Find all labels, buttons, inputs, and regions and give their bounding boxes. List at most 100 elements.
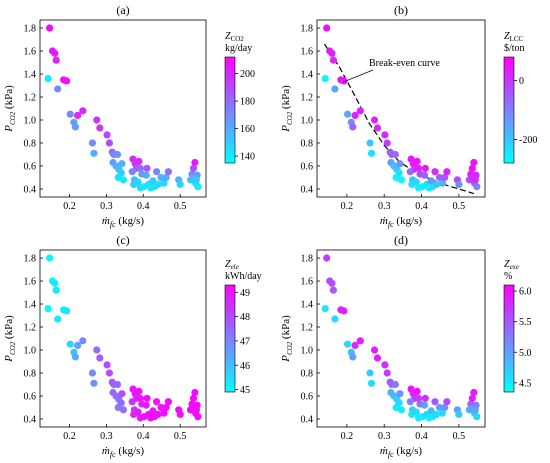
data-point bbox=[432, 410, 441, 418]
data-point bbox=[79, 107, 87, 115]
data-point bbox=[46, 24, 54, 32]
x-axis-label: ṁfc (kg/s) bbox=[102, 215, 144, 229]
y-tick-label: 1.0 bbox=[24, 115, 37, 126]
data-point bbox=[192, 406, 200, 414]
data-point bbox=[413, 157, 421, 165]
data-point bbox=[441, 403, 449, 412]
y-axis-label: PCO2 (kPa) bbox=[280, 85, 294, 133]
y-tick-label: 1.0 bbox=[301, 115, 314, 126]
data-point bbox=[63, 307, 71, 315]
data-point bbox=[162, 173, 170, 182]
data-point bbox=[328, 279, 336, 287]
data-point bbox=[414, 394, 423, 402]
data-point bbox=[66, 340, 74, 348]
y-tick-label: 0.6 bbox=[301, 161, 314, 172]
data-point bbox=[157, 173, 165, 182]
data-point bbox=[328, 49, 336, 57]
data-point bbox=[162, 403, 170, 412]
data-point bbox=[414, 164, 423, 172]
data-point bbox=[176, 410, 184, 418]
data-point bbox=[134, 408, 142, 416]
data-point bbox=[381, 131, 389, 139]
data-point bbox=[191, 388, 199, 397]
colorbar-label: ZCO2 bbox=[225, 31, 244, 43]
data-point bbox=[88, 139, 96, 147]
y-tick-label: 1.0 bbox=[24, 345, 37, 356]
data-point bbox=[135, 157, 143, 165]
data-point bbox=[349, 123, 357, 131]
colorbar-unit: $/ton bbox=[504, 43, 525, 54]
colorbar-tick-label: -200 bbox=[519, 135, 537, 146]
data-point bbox=[471, 176, 479, 184]
data-point bbox=[435, 403, 444, 412]
data-point bbox=[473, 183, 481, 191]
colorbar-tick-label: 4.5 bbox=[519, 378, 532, 389]
data-point bbox=[63, 77, 71, 85]
data-point bbox=[51, 49, 59, 57]
data-point bbox=[391, 150, 399, 159]
panel-title: (b) bbox=[394, 3, 408, 17]
data-point bbox=[366, 369, 374, 377]
data-point bbox=[438, 409, 446, 417]
y-tick-label: 1.4 bbox=[301, 300, 314, 311]
colorbar-gradient bbox=[503, 284, 515, 393]
break-even-annotation: Break-even curve bbox=[369, 58, 440, 69]
data-point bbox=[421, 164, 429, 172]
data-point bbox=[118, 160, 126, 168]
data-point bbox=[136, 394, 144, 402]
data-point bbox=[331, 85, 339, 93]
data-point bbox=[54, 85, 62, 93]
data-point bbox=[154, 180, 162, 188]
data-point bbox=[321, 305, 329, 313]
data-point bbox=[344, 110, 352, 118]
data-point bbox=[119, 406, 127, 414]
data-point bbox=[420, 171, 429, 179]
data-point bbox=[473, 413, 481, 421]
data-point bbox=[470, 158, 478, 167]
data-point bbox=[134, 178, 142, 186]
data-point bbox=[340, 77, 348, 85]
data-point bbox=[323, 24, 331, 32]
colorbar-unit: % bbox=[504, 271, 512, 282]
data-point bbox=[349, 353, 357, 361]
data-point bbox=[52, 56, 60, 64]
data-point bbox=[54, 315, 62, 323]
data-point bbox=[135, 387, 143, 395]
data-point bbox=[455, 410, 463, 418]
data-point bbox=[128, 168, 136, 176]
y-tick-label: 1.6 bbox=[24, 47, 37, 58]
y-tick-label: 1.2 bbox=[24, 323, 37, 334]
y-tick-label: 0.4 bbox=[24, 184, 37, 195]
data-point bbox=[157, 403, 165, 412]
y-tick-label: 0.6 bbox=[24, 391, 37, 402]
data-point bbox=[164, 398, 172, 406]
data-point bbox=[105, 369, 113, 377]
panel-title: (c) bbox=[116, 233, 129, 247]
data-point bbox=[44, 305, 52, 313]
data-point bbox=[90, 379, 98, 387]
x-tick-label: 0.4 bbox=[137, 431, 150, 442]
y-tick-label: 1.8 bbox=[301, 254, 314, 265]
data-point bbox=[321, 75, 329, 83]
data-point bbox=[383, 139, 391, 147]
x-tick-label: 0.4 bbox=[415, 431, 428, 442]
y-tick-label: 1.4 bbox=[24, 70, 37, 81]
data-point bbox=[431, 168, 439, 176]
data-point bbox=[113, 380, 122, 389]
data-point bbox=[164, 168, 172, 176]
x-tick-label: 0.4 bbox=[137, 201, 150, 212]
data-point bbox=[367, 379, 376, 387]
y-tick-label: 1.2 bbox=[24, 93, 37, 104]
colorbar-gradient bbox=[503, 56, 515, 164]
data-point bbox=[344, 340, 352, 348]
data-point bbox=[52, 286, 60, 294]
data-point bbox=[153, 168, 161, 176]
data-point bbox=[66, 110, 74, 118]
data-point bbox=[396, 160, 404, 168]
x-tick-label: 0.5 bbox=[453, 201, 466, 212]
y-tick-label: 0.8 bbox=[24, 368, 37, 379]
x-axis-label: ṁfc (kg/s) bbox=[380, 445, 422, 459]
plot-frame bbox=[316, 19, 486, 198]
